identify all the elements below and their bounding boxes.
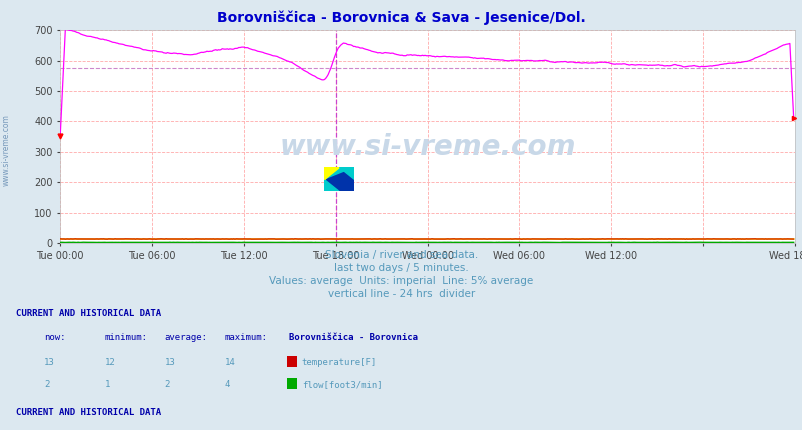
Text: www.si-vreme.com: www.si-vreme.com (2, 114, 11, 187)
Text: Values: average  Units: imperial  Line: 5% average: Values: average Units: imperial Line: 5%… (269, 276, 533, 286)
Polygon shape (338, 167, 354, 179)
Text: www.si-vreme.com: www.si-vreme.com (279, 133, 575, 161)
Text: 13: 13 (164, 358, 175, 367)
Text: 2: 2 (44, 380, 50, 389)
Polygon shape (323, 167, 354, 191)
Text: flow[foot3/min]: flow[foot3/min] (302, 380, 382, 389)
Text: Slovenia / river and sea data.: Slovenia / river and sea data. (325, 250, 477, 260)
Text: 14: 14 (225, 358, 235, 367)
Polygon shape (323, 167, 354, 179)
Text: 1: 1 (104, 380, 110, 389)
Text: 13: 13 (44, 358, 55, 367)
Text: 2: 2 (164, 380, 170, 389)
Text: minimum:: minimum: (104, 333, 148, 342)
Text: vertical line - 24 hrs  divider: vertical line - 24 hrs divider (327, 289, 475, 299)
Polygon shape (323, 179, 338, 191)
Text: 12: 12 (104, 358, 115, 367)
Text: Borovniščica - Borovnica: Borovniščica - Borovnica (289, 333, 418, 342)
Polygon shape (323, 167, 338, 179)
Text: now:: now: (44, 333, 66, 342)
Text: maximum:: maximum: (225, 333, 268, 342)
Text: Borovniščica - Borovnica & Sava - Jesenice/Dol.: Borovniščica - Borovnica & Sava - Jeseni… (217, 11, 585, 25)
Text: 4: 4 (225, 380, 230, 389)
Text: CURRENT AND HISTORICAL DATA: CURRENT AND HISTORICAL DATA (16, 309, 161, 318)
Text: average:: average: (164, 333, 208, 342)
Text: CURRENT AND HISTORICAL DATA: CURRENT AND HISTORICAL DATA (16, 408, 161, 417)
Text: temperature[F]: temperature[F] (302, 358, 377, 367)
Text: last two days / 5 minutes.: last two days / 5 minutes. (334, 263, 468, 273)
Polygon shape (323, 167, 338, 179)
